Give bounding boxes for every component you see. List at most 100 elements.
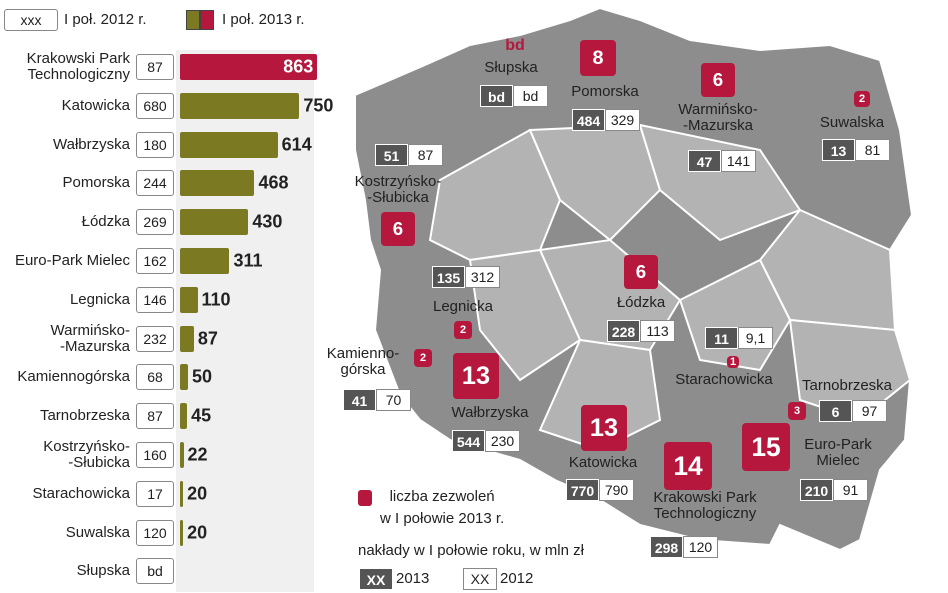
value-2012: 87 — [136, 403, 174, 430]
legend-sample-2012: XX — [463, 568, 497, 590]
outlay-2013: 135 — [432, 266, 465, 288]
outlay-2013: 47 — [688, 150, 721, 172]
outlay-2012: 141 — [721, 150, 756, 172]
outlay-2013: 544 — [452, 430, 485, 452]
category-label: Łódzka — [81, 213, 130, 231]
bar — [180, 170, 255, 197]
outlay-2012: 790 — [599, 479, 634, 501]
value-2012: 87 — [136, 54, 174, 80]
value-2012: 680 — [136, 92, 174, 119]
outlay-2013: 13 — [822, 139, 855, 161]
zone-name: Starachowicka — [675, 371, 773, 388]
value-label: 20 — [187, 522, 208, 543]
legend-sample-2013: XX — [359, 568, 393, 590]
outlay-2013: 6 — [819, 400, 852, 422]
outlay-2013: 484 — [572, 109, 605, 131]
bar — [180, 131, 278, 158]
region — [638, 123, 802, 242]
zone-name: Krakowski Park Technologiczny — [653, 489, 757, 522]
value-2012: 120 — [136, 519, 174, 546]
bar — [180, 519, 184, 546]
zone-permits: 2 — [854, 91, 870, 107]
category-label: Krakowski Park Technologiczny — [26, 50, 130, 83]
zone-name: Katowicka — [568, 454, 638, 471]
value-label: 311 — [233, 250, 263, 271]
bar — [180, 480, 184, 507]
legend-permits: liczba zezwoleń w I połowie 2013 r. — [380, 488, 505, 527]
outlay-2012: bd — [513, 85, 548, 107]
category-label: Wałbrzyska — [53, 135, 130, 153]
zone-name: Legnicka — [432, 298, 494, 315]
legend-swatch-2012: xxx — [4, 9, 58, 31]
legend-swatch-2013b — [200, 10, 214, 30]
zone-name: Łódzka — [616, 294, 666, 311]
bar — [180, 442, 184, 468]
zone-name: Suwalska — [819, 114, 885, 131]
zone-name: Wałbrzyska — [451, 404, 529, 421]
bar — [180, 364, 188, 391]
category-label: Tarnobrzeska — [39, 407, 130, 425]
zone-name: Tarnobrzeska — [801, 377, 893, 394]
outlay-2012: 81 — [855, 139, 890, 161]
value-2012: 269 — [136, 209, 174, 236]
value-label: 87 — [197, 328, 218, 349]
category-label: Kamiennogórska — [17, 368, 130, 386]
value-2012: 162 — [136, 248, 174, 274]
outlay-2012: 113 — [640, 320, 675, 342]
zone-permits: 13 — [581, 405, 627, 451]
category-label: Euro-Park Mielec — [14, 252, 130, 269]
legend-label-2013-map: 2013 — [396, 570, 430, 587]
category-label: Legnicka — [69, 290, 130, 308]
regions — [428, 123, 912, 452]
zone-permits: 6 — [624, 255, 658, 289]
zone-permits: 2 — [414, 349, 432, 367]
value-2012: 160 — [136, 442, 174, 468]
outlay-2012: 329 — [605, 109, 640, 131]
value-2012: 17 — [136, 480, 174, 507]
zone-permits: 6 — [381, 212, 415, 246]
legend-label-2013: I poł. 2013 r. — [222, 11, 305, 28]
value-label: 614 — [281, 134, 312, 155]
outlay-2012: 120 — [683, 536, 718, 558]
zone-permits: 14 — [664, 442, 712, 490]
category-label: Kostrzyńsko- -Słubicka — [43, 438, 130, 471]
value-2012: bd — [136, 558, 174, 585]
bar — [180, 248, 230, 274]
value-label: 50 — [191, 366, 212, 387]
outlay-2012: 312 — [465, 266, 500, 288]
outlay-2012: 91 — [833, 479, 868, 501]
outlay-2012: 9,1 — [738, 327, 773, 349]
legend-swatch-2013a — [186, 10, 200, 30]
bar — [180, 209, 249, 236]
bar — [180, 92, 300, 119]
outlay-2013: 770 — [566, 479, 599, 501]
bar — [180, 325, 194, 352]
bar — [180, 403, 188, 430]
outlay-2013: 11 — [705, 327, 738, 349]
outlay-2012: 230 — [485, 430, 520, 452]
zone-name: Warmińsko- -Mazurska — [678, 101, 758, 134]
zone-name: Kamienno- górska — [326, 345, 400, 378]
zone-permits: bd — [505, 37, 525, 54]
zone-permits: 1 — [727, 356, 739, 368]
zone-permits: 13 — [453, 353, 499, 399]
zone-permits: 15 — [742, 423, 790, 471]
category-label: Słupska — [76, 562, 130, 580]
category-label: Katowicka — [61, 96, 130, 114]
outlay-2013: 210 — [800, 479, 833, 501]
outlay-2013: bd — [480, 85, 513, 107]
value-label: 468 — [258, 172, 289, 193]
value-2012: 68 — [136, 364, 174, 391]
zone-permits: 3 — [788, 402, 806, 420]
zone-name: Kostrzyńsko- -Słubicka — [354, 173, 442, 206]
value-label: 430 — [252, 211, 283, 232]
category-label: Suwalska — [65, 523, 130, 541]
value-label: 45 — [191, 405, 212, 426]
bar — [180, 286, 198, 313]
value-label: 20 — [187, 483, 208, 504]
outlay-2013: 298 — [650, 536, 683, 558]
category-label: Starachowicka — [32, 484, 130, 502]
legend-permit-swatch — [358, 490, 372, 506]
value-2012: 180 — [136, 131, 174, 158]
